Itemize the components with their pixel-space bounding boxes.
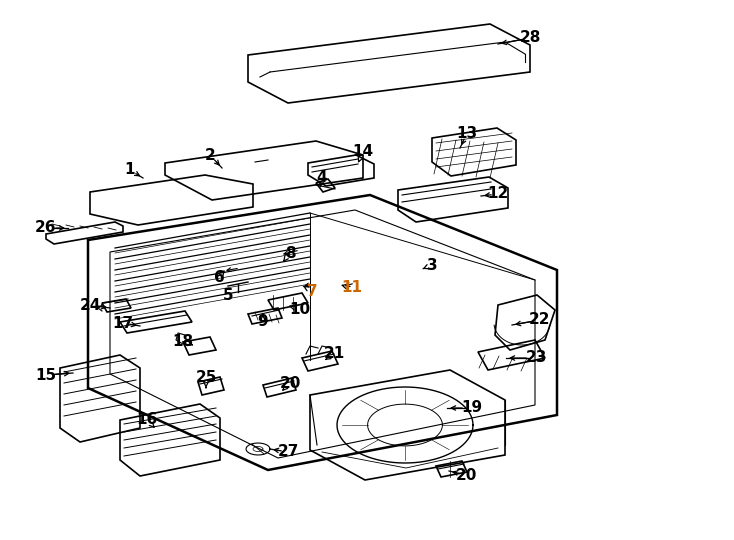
Text: 6: 6 (214, 269, 225, 285)
Text: 10: 10 (289, 301, 310, 316)
Text: 1: 1 (125, 163, 135, 178)
Text: 5: 5 (222, 287, 233, 302)
Text: 28: 28 (520, 30, 541, 45)
Text: 12: 12 (487, 186, 509, 201)
Text: 13: 13 (457, 125, 478, 140)
Text: 21: 21 (324, 347, 345, 361)
Text: 16: 16 (137, 413, 158, 428)
Text: 14: 14 (352, 145, 374, 159)
Text: 17: 17 (112, 315, 134, 330)
Text: 25: 25 (195, 370, 217, 386)
Text: 4: 4 (316, 170, 327, 185)
Text: 26: 26 (35, 220, 57, 235)
Text: 2: 2 (205, 147, 215, 163)
Text: 11: 11 (341, 280, 363, 295)
Text: 23: 23 (526, 350, 547, 366)
Text: 20: 20 (280, 375, 301, 390)
Text: 24: 24 (79, 298, 101, 313)
Text: 22: 22 (529, 313, 550, 327)
Text: 8: 8 (285, 246, 295, 260)
Text: 9: 9 (258, 314, 269, 329)
Text: 3: 3 (426, 258, 437, 273)
Text: 19: 19 (462, 401, 482, 415)
Text: 7: 7 (307, 284, 317, 299)
Text: 20: 20 (455, 468, 476, 483)
Text: 18: 18 (172, 334, 194, 349)
Text: 15: 15 (35, 368, 57, 382)
Text: 27: 27 (277, 444, 299, 460)
